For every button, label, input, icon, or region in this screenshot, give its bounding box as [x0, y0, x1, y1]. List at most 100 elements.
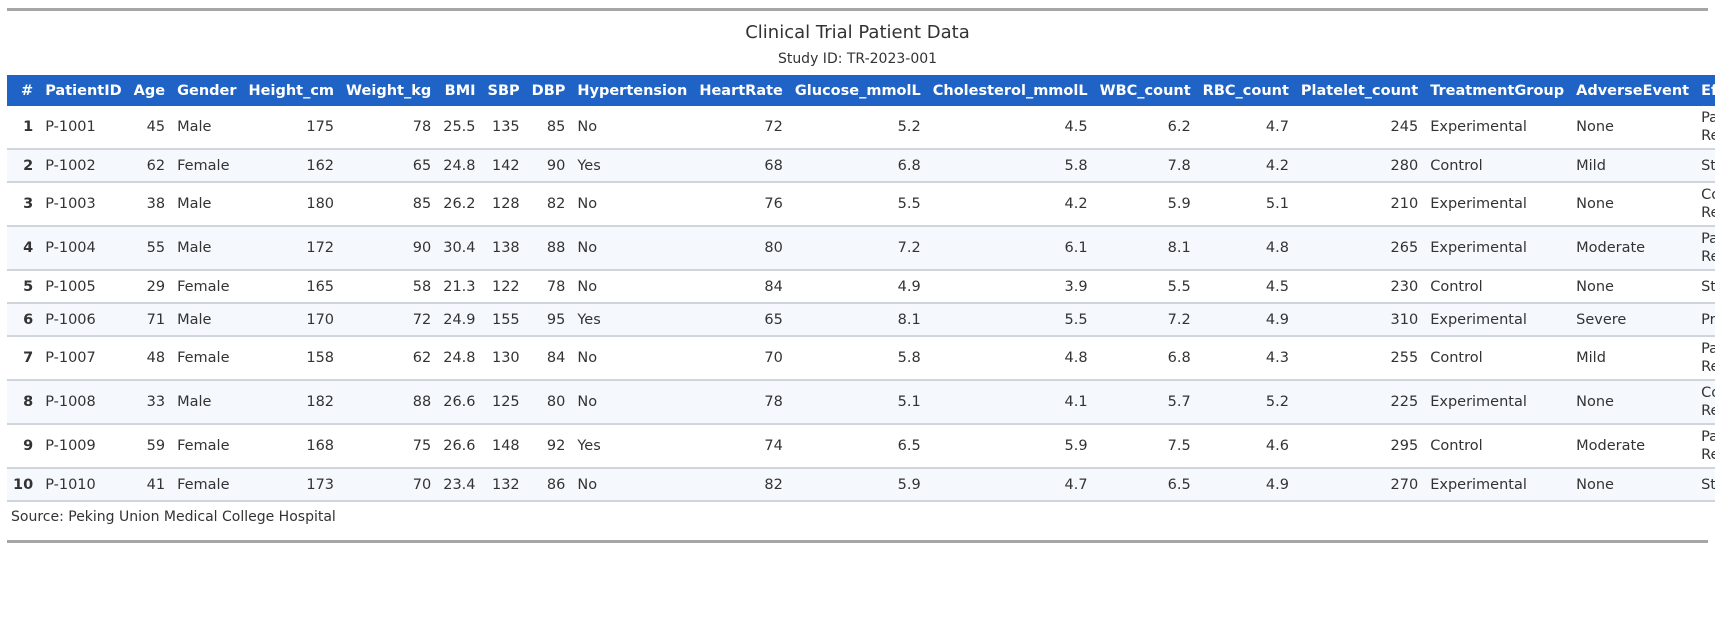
column-header: RBC_count	[1202, 82, 1289, 99]
table-cell: 80	[525, 380, 572, 425]
table-cell: 78	[693, 380, 789, 425]
table-cell: 6	[7, 303, 40, 337]
table-cell: Progression	[1695, 303, 1715, 337]
table-cell: Male	[171, 106, 243, 150]
table-cell: 4.9	[1196, 468, 1295, 502]
table-cell: 71	[127, 303, 172, 337]
table-cell: 4.1	[926, 380, 1094, 425]
table-cell: None	[1570, 182, 1696, 227]
table-cell: 180	[242, 182, 341, 227]
table-cell: 310	[1294, 303, 1425, 337]
table-cell: 132	[481, 468, 526, 502]
table-row: 4 P-1004 55 Male 172 90 30.4 138 88 No 80 7.2 6.1 8.1…	[7, 226, 1715, 271]
table-cell: 5.5	[926, 303, 1094, 337]
column-header: Height_cm	[248, 82, 335, 99]
table-cell: 138	[481, 226, 526, 271]
table-cell: 5.1	[788, 380, 927, 425]
table-cell: P-1005	[39, 270, 128, 304]
table-cell: Mild	[1570, 149, 1696, 183]
table-cell: Experimental	[1424, 303, 1571, 337]
column-header: PatientID	[45, 82, 122, 99]
table-cell: 26.6	[437, 380, 482, 425]
table-cell: 4.3	[1196, 336, 1295, 381]
table-cell: Partial Response	[1695, 424, 1715, 469]
table-cell: 65	[693, 303, 789, 337]
column-header: Glucose_mmolL	[794, 82, 921, 99]
table-cell: P-1006	[39, 303, 128, 337]
table-cell: 74	[693, 424, 789, 469]
table-row: 3 P-1003 38 Male 180 85 26.2 128 82 No 76 5.5 4.2 5.9…	[7, 182, 1715, 227]
table-cell: 295	[1294, 424, 1425, 469]
table-subtitle: Study ID: TR-2023-001	[777, 51, 938, 67]
table-cell: 29	[127, 270, 172, 304]
table-cell: 255	[1294, 336, 1425, 381]
table-cell: 6.2	[1093, 106, 1197, 150]
table-cell: 158	[242, 336, 341, 381]
table-cell: 5.1	[1196, 182, 1295, 227]
table-cell: 7	[7, 336, 40, 381]
table-cell: 182	[242, 380, 341, 425]
table-cell: 225	[1294, 380, 1425, 425]
table-row: 1 P-1001 45 Male 175 78 25.5 135 85 No 72 5.2 4.5 6.2…	[7, 106, 1715, 150]
table-cell: 8.1	[788, 303, 927, 337]
column-header: WBC_count	[1099, 82, 1191, 99]
table-cell: 230	[1294, 270, 1425, 304]
table-cell: Partial Response	[1695, 226, 1715, 271]
table-cell: No	[571, 380, 694, 425]
table-cell: 5.9	[926, 424, 1094, 469]
table-cell: 8.1	[1093, 226, 1197, 271]
column-header: BMI	[444, 82, 476, 99]
table-row: 2 P-1002 62 Female 162 65 24.8 142 90 Yes 68 6.8 5.8…	[7, 149, 1715, 183]
table-cell: 4.8	[926, 336, 1094, 381]
table-cell: P-1007	[39, 336, 128, 381]
table-cell: 4.6	[1196, 424, 1295, 469]
table-cell: 41	[127, 468, 172, 502]
table-cell: 85	[525, 106, 572, 150]
table-cell: 80	[693, 226, 789, 271]
table-cell: 162	[242, 149, 341, 183]
column-header: Hypertension	[577, 82, 688, 99]
table-row: 7 P-1007 48 Female 158 62 24.8 130 84 No 70 5.8 4.8 6…	[7, 336, 1715, 381]
table-cell: Control	[1424, 149, 1571, 183]
table-cell: 95	[525, 303, 572, 337]
table-cell: 4.8	[1196, 226, 1295, 271]
table-cell: 23.4	[437, 468, 482, 502]
table-cell: 4.7	[1196, 106, 1295, 150]
table-cell: Female	[171, 336, 243, 381]
table-cell: 135	[481, 106, 526, 150]
table-container: Clinical Trial Patient Data Study ID: TR…	[7, 0, 1715, 543]
table-cell: No	[571, 336, 694, 381]
table-cell: 48	[127, 336, 172, 381]
table-cell: 9	[7, 424, 40, 469]
table-cell: 142	[481, 149, 526, 183]
table-cell: 88	[525, 226, 572, 271]
table-cell: 72	[693, 106, 789, 150]
table-cell: 210	[1294, 182, 1425, 227]
table-cell: Stable	[1695, 149, 1715, 183]
table-cell: 5.5	[788, 182, 927, 227]
table-cell: No	[571, 226, 694, 271]
bottom-rule	[7, 540, 1708, 543]
table-cell: 4.9	[788, 270, 927, 304]
table-cell: 65	[340, 149, 438, 183]
table-cell: 5	[7, 270, 40, 304]
table-cell: 155	[481, 303, 526, 337]
table-cell: Yes	[571, 149, 694, 183]
table-cell: 82	[525, 182, 572, 227]
table-cell: 7.5	[1093, 424, 1197, 469]
table-cell: None	[1570, 380, 1696, 425]
column-header: DBP	[531, 82, 566, 99]
table-cell: 78	[340, 106, 438, 150]
table-cell: 10	[7, 468, 40, 502]
table-cell: 33	[127, 380, 172, 425]
column-header: Gender	[177, 82, 237, 99]
table-cell: 165	[242, 270, 341, 304]
table-cell: 5.8	[788, 336, 927, 381]
table-cell: Experimental	[1424, 468, 1571, 502]
column-header: #	[21, 82, 34, 99]
table-cell: Male	[171, 182, 243, 227]
table-cell: 130	[481, 336, 526, 381]
table-cell: Control	[1424, 336, 1571, 381]
table-cell: 24.8	[437, 149, 482, 183]
table-cell: Yes	[571, 424, 694, 469]
